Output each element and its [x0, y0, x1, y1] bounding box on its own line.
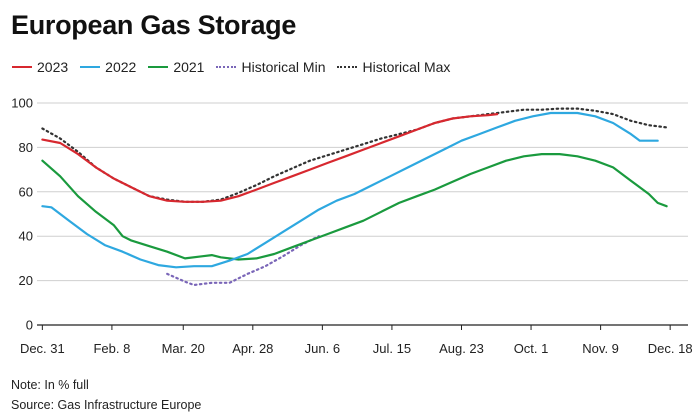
- x-tick-label: Dec. 31: [20, 341, 65, 356]
- x-tick-label: Jun. 6: [305, 341, 340, 356]
- legend-swatch-2023: [12, 66, 32, 68]
- legend-label-2022: 2022: [105, 59, 137, 75]
- chart-title: European Gas Storage: [11, 10, 297, 40]
- chart-legend: 2023 2022 2021 Historical Min Historical…: [12, 59, 462, 75]
- x-tick-label: Mar. 20: [162, 341, 205, 356]
- x-tick-label: Nov. 9: [582, 341, 619, 356]
- legend-label-historical-max: Historical Max: [362, 59, 451, 75]
- legend-swatch-2022: [80, 66, 101, 68]
- series-line-2021: [41, 153, 668, 261]
- x-tick-label: Feb. 8: [93, 341, 130, 356]
- legend-swatch-2021: [148, 66, 169, 68]
- chart-note: Note: In % full: [11, 378, 89, 392]
- y-tick-label: 0: [26, 318, 33, 333]
- y-tick-label: 60: [19, 184, 33, 199]
- legend-swatch-historical-min: [216, 66, 237, 68]
- series-line-historical-min: [166, 235, 320, 287]
- x-tick-label: Jul. 15: [373, 341, 411, 356]
- series-line-2023: [41, 113, 499, 203]
- x-tick-label: Apr. 28: [232, 341, 273, 356]
- legend-item-2023: 2023: [12, 59, 68, 75]
- legend-label-2023: 2023: [37, 59, 69, 75]
- legend-item-2022: 2022: [80, 59, 136, 75]
- legend-swatch-historical-max: [337, 66, 358, 68]
- x-tick-label: Aug. 23: [439, 341, 484, 356]
- series-line-2022: [41, 111, 659, 269]
- x-tick-label: Oct. 1: [514, 341, 549, 356]
- y-tick-label: 80: [19, 140, 33, 155]
- legend-label-historical-min: Historical Min: [241, 59, 326, 75]
- legend-item-historical-max: Historical Max: [337, 59, 450, 75]
- chart-source: Source: Gas Infrastructure Europe: [11, 398, 202, 412]
- y-tick-label: 40: [19, 229, 33, 244]
- series-line-historical-max: [41, 107, 668, 203]
- y-tick-label: 100: [11, 96, 33, 111]
- legend-item-2021: 2021: [148, 59, 204, 75]
- legend-item-historical-min: Historical Min: [216, 59, 325, 75]
- y-tick-label: 20: [19, 273, 33, 288]
- legend-label-2021: 2021: [173, 59, 205, 75]
- x-tick-label: Dec. 18: [648, 341, 693, 356]
